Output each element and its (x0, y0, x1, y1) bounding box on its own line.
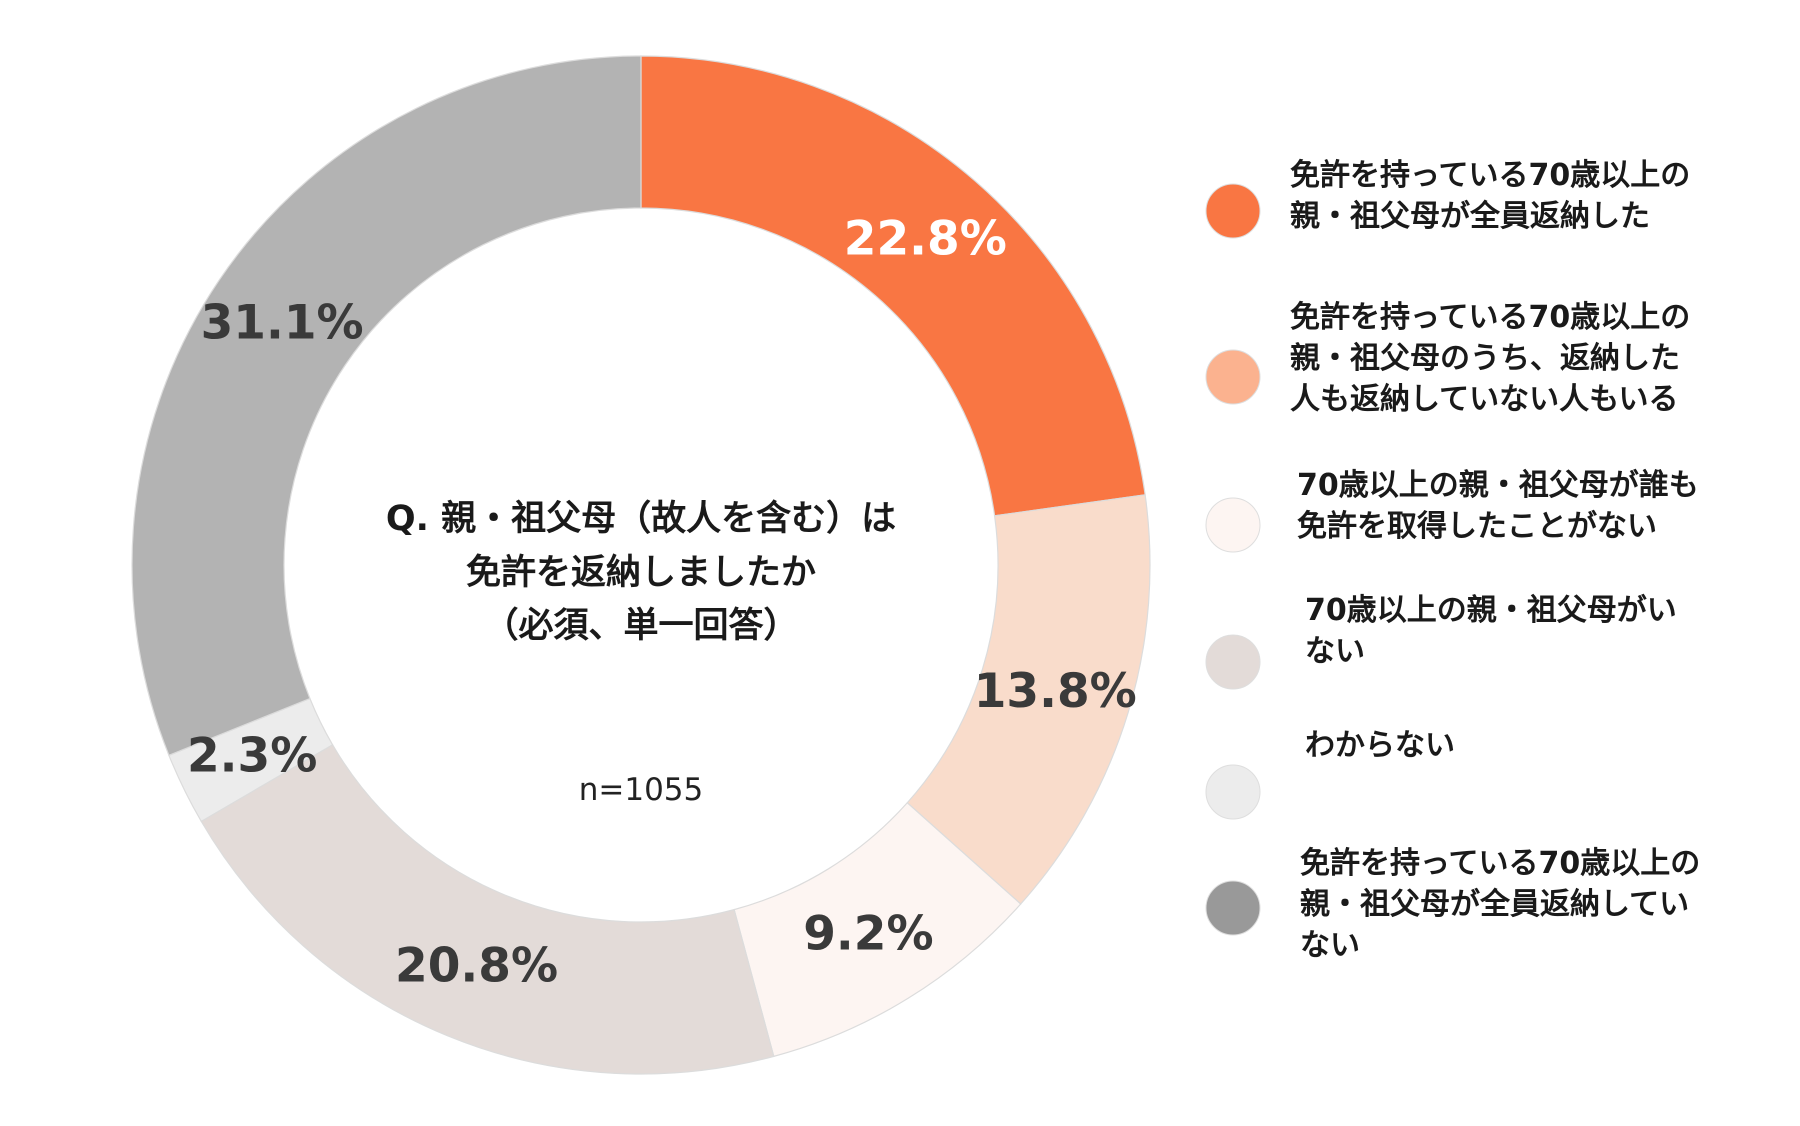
legend-label-1-line-1: 親・祖父母のうち、返納した (1290, 341, 1680, 376)
pie-slice-0 (640, 55, 1146, 517)
legend: 免許を持っている70歳以上の親・祖父母が全員返納した免許を持っている70歳以上の… (1205, 158, 1700, 963)
pie-slice-5 (131, 55, 642, 757)
slice-value-label-2: 9.2% (803, 906, 933, 961)
legend-label-5-line-1: 親・祖父母が全員返納してい (1300, 887, 1689, 922)
donut-slices (131, 55, 1151, 1075)
center-question-line-1: 免許を返納しましたか (466, 553, 816, 593)
legend-marker-4 (1205, 764, 1261, 820)
legend-label-5-line-2: ない (1300, 928, 1360, 963)
pie-slice-3 (200, 743, 775, 1075)
legend-label-5-line-0: 免許を持っている70歳以上の (1300, 846, 1700, 881)
legend-label-2-line-0: 70歳以上の親・祖父母が誰も (1297, 468, 1699, 503)
legend-marker-2 (1205, 497, 1261, 553)
legend-label-3-line-0: 70歳以上の親・祖父母がい (1305, 593, 1677, 628)
slice-value-label-3: 20.8% (395, 939, 558, 994)
center-question-line-0: Q. 親・祖父母（故人を含む）は (386, 499, 896, 539)
slice-value-label-1: 13.8% (974, 664, 1137, 719)
slice-value-label-5: 31.1% (201, 296, 364, 351)
legend-label-0-line-1: 親・祖父母が全員返納した (1290, 199, 1650, 234)
slice-value-label-0: 22.8% (844, 211, 1007, 266)
legend-marker-5 (1205, 880, 1261, 936)
legend-marker-0 (1205, 183, 1261, 239)
slice-value-labels: 22.8% 13.8% 9.2% 20.8% 2.3% 31.1% (187, 211, 1137, 993)
legend-marker-3 (1205, 634, 1261, 690)
center-question-line-2: （必須、単一回答） (483, 606, 798, 646)
legend-label-0-line-0: 免許を持っている70歳以上の (1290, 158, 1690, 193)
sample-size-label: n=1055 (579, 772, 704, 808)
legend-label-1-line-0: 免許を持っている70歳以上の (1290, 300, 1690, 335)
legend-label-1-line-2: 人も返納していない人もいる (1290, 382, 1679, 417)
legend-marker-1 (1205, 349, 1261, 405)
legend-label-3-line-1: ない (1305, 634, 1365, 669)
legend-label-2-line-1: 免許を取得したことがない (1297, 509, 1657, 544)
slice-value-label-4: 2.3% (187, 728, 317, 783)
legend-label-4-line-0: わからない (1305, 728, 1455, 763)
